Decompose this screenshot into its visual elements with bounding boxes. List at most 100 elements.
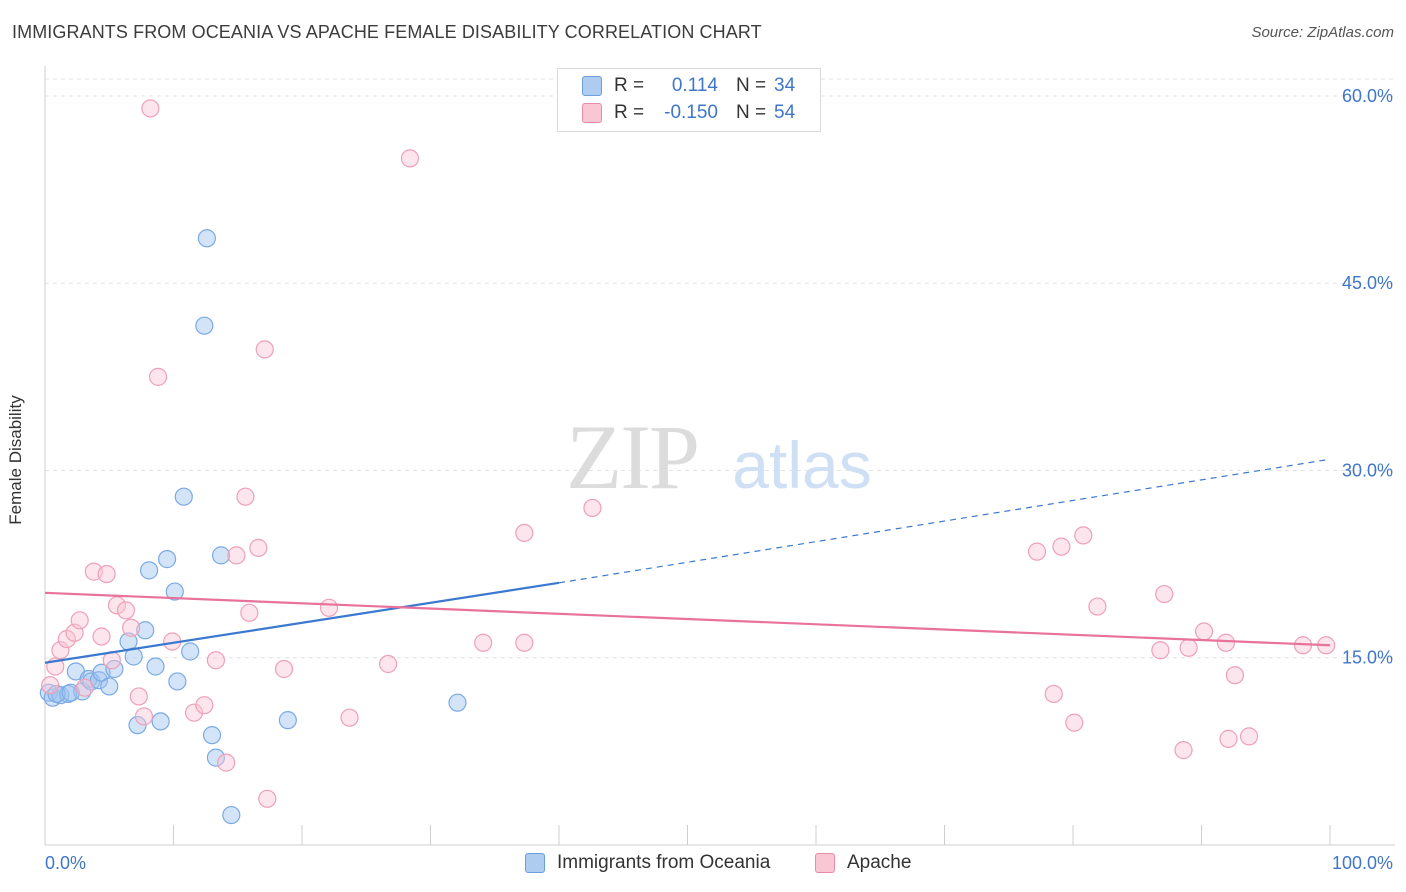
apache-point (121, 618, 141, 637)
apache-point (240, 603, 259, 622)
apache-point (217, 753, 236, 772)
apache-point (1179, 638, 1198, 657)
apache-point (1216, 633, 1236, 652)
n-label: N = (736, 102, 767, 123)
y-axis-label: Female Disability (6, 395, 25, 525)
apache-point (148, 367, 168, 386)
apache-point (134, 707, 154, 726)
stats-row-oceania: R = 0.114 N = 34 (582, 74, 795, 98)
n-value: 34 (774, 75, 796, 96)
tick-labels: 15.0% 30.0% 45.0% 60.0% 0.0% 100.0% (45, 86, 1393, 873)
oceania-swatch (582, 76, 602, 96)
oceania-point (206, 748, 226, 767)
source-label: Source: ZipAtlas.com (1251, 24, 1394, 41)
apache-point (1239, 727, 1259, 746)
apache-point (378, 654, 398, 674)
oceania-point (202, 726, 222, 745)
oceania-point (146, 657, 165, 676)
apache-point (1174, 741, 1193, 760)
apache-point (1194, 622, 1214, 641)
apache-point (129, 687, 148, 706)
apache-point (75, 678, 94, 697)
watermark-atlas: atlas (732, 428, 871, 502)
apache-point (227, 546, 246, 565)
oceania-point (174, 487, 193, 506)
apache-point (249, 538, 268, 557)
oceania-point (211, 546, 231, 565)
trend-lines (44, 458, 1331, 664)
oceania-point (181, 642, 200, 661)
oceania-point (197, 229, 217, 248)
y-tick-label: 15.0% (1342, 648, 1393, 668)
r-label: R = (614, 102, 645, 123)
stats-legend: R = 0.114 N = 34 R = -0.150 N = 54 (557, 68, 821, 132)
apache-point (1065, 713, 1084, 732)
legend-label: Immigrants from Oceania (557, 852, 771, 873)
apache-point (1088, 597, 1107, 616)
apache-point (400, 149, 420, 168)
apache-point (1052, 537, 1071, 556)
legend-item-apache[interactable]: Apache (815, 852, 911, 874)
grid-lines (45, 78, 1395, 659)
apache-point (206, 651, 226, 670)
apache-point (97, 564, 116, 584)
apache-point (274, 659, 294, 679)
apache-point (474, 633, 493, 652)
oceania-point (278, 711, 297, 730)
apache-point (1225, 666, 1245, 685)
y-tick-label: 60.0% (1342, 86, 1393, 106)
apache-point (1027, 542, 1047, 561)
r-value: 0.114 (671, 75, 718, 96)
n-label: N = (736, 75, 767, 96)
oceania-legend-swatch (525, 853, 545, 873)
apache-point (340, 708, 359, 727)
apache-legend-swatch (815, 853, 835, 873)
oceania-point (448, 693, 467, 712)
watermark: ZIP atlas (566, 406, 872, 508)
apache-point (70, 611, 89, 630)
apache-point (116, 601, 136, 620)
apache-swatch (582, 103, 602, 123)
oceania-point (195, 316, 214, 335)
apache-point (255, 340, 274, 359)
apache-point (1155, 584, 1174, 604)
oceania-trend-extension (558, 458, 1331, 584)
x-tick-label: 0.0% (45, 853, 86, 873)
x-tick-label: 100.0% (1332, 853, 1393, 873)
chart-title: IMMIGRANTS FROM OCEANIA VS APACHE FEMALE… (12, 22, 762, 42)
legend-item-oceania[interactable]: Immigrants from Oceania (525, 852, 770, 874)
data-points (39, 99, 1336, 825)
apache-point (515, 523, 534, 543)
oceania-point (61, 683, 80, 702)
apache-point (184, 703, 204, 722)
apache-point (51, 641, 70, 660)
apache-point (92, 627, 111, 646)
oceania-trend-line (44, 581, 560, 664)
apache-point (1044, 684, 1063, 704)
apache-point (258, 789, 277, 808)
apache-point (1074, 526, 1093, 545)
n-value: 54 (774, 102, 796, 123)
oceania-point (151, 712, 170, 731)
apache-point (1219, 729, 1238, 748)
legend-label: Apache (847, 852, 912, 873)
stats-row-apache: R = -0.150 N = 54 (582, 101, 795, 125)
apache-trend-line (44, 591, 1331, 647)
oceania-point (100, 677, 119, 696)
apache-point (41, 676, 60, 695)
axes (44, 66, 1395, 846)
apache-point (141, 99, 160, 118)
apache-point (195, 696, 214, 715)
apache-point (515, 633, 534, 652)
oceania-point (89, 671, 109, 690)
apache-point (319, 598, 339, 617)
watermark-zip: ZIP (566, 406, 698, 508)
oceania-point (168, 672, 187, 691)
oceania-point (165, 582, 184, 601)
r-value: -0.150 (664, 102, 718, 123)
apache-point (1151, 641, 1170, 660)
oceania-point (157, 550, 177, 569)
y-tick-label: 30.0% (1342, 460, 1393, 480)
oceania-point (222, 805, 241, 825)
